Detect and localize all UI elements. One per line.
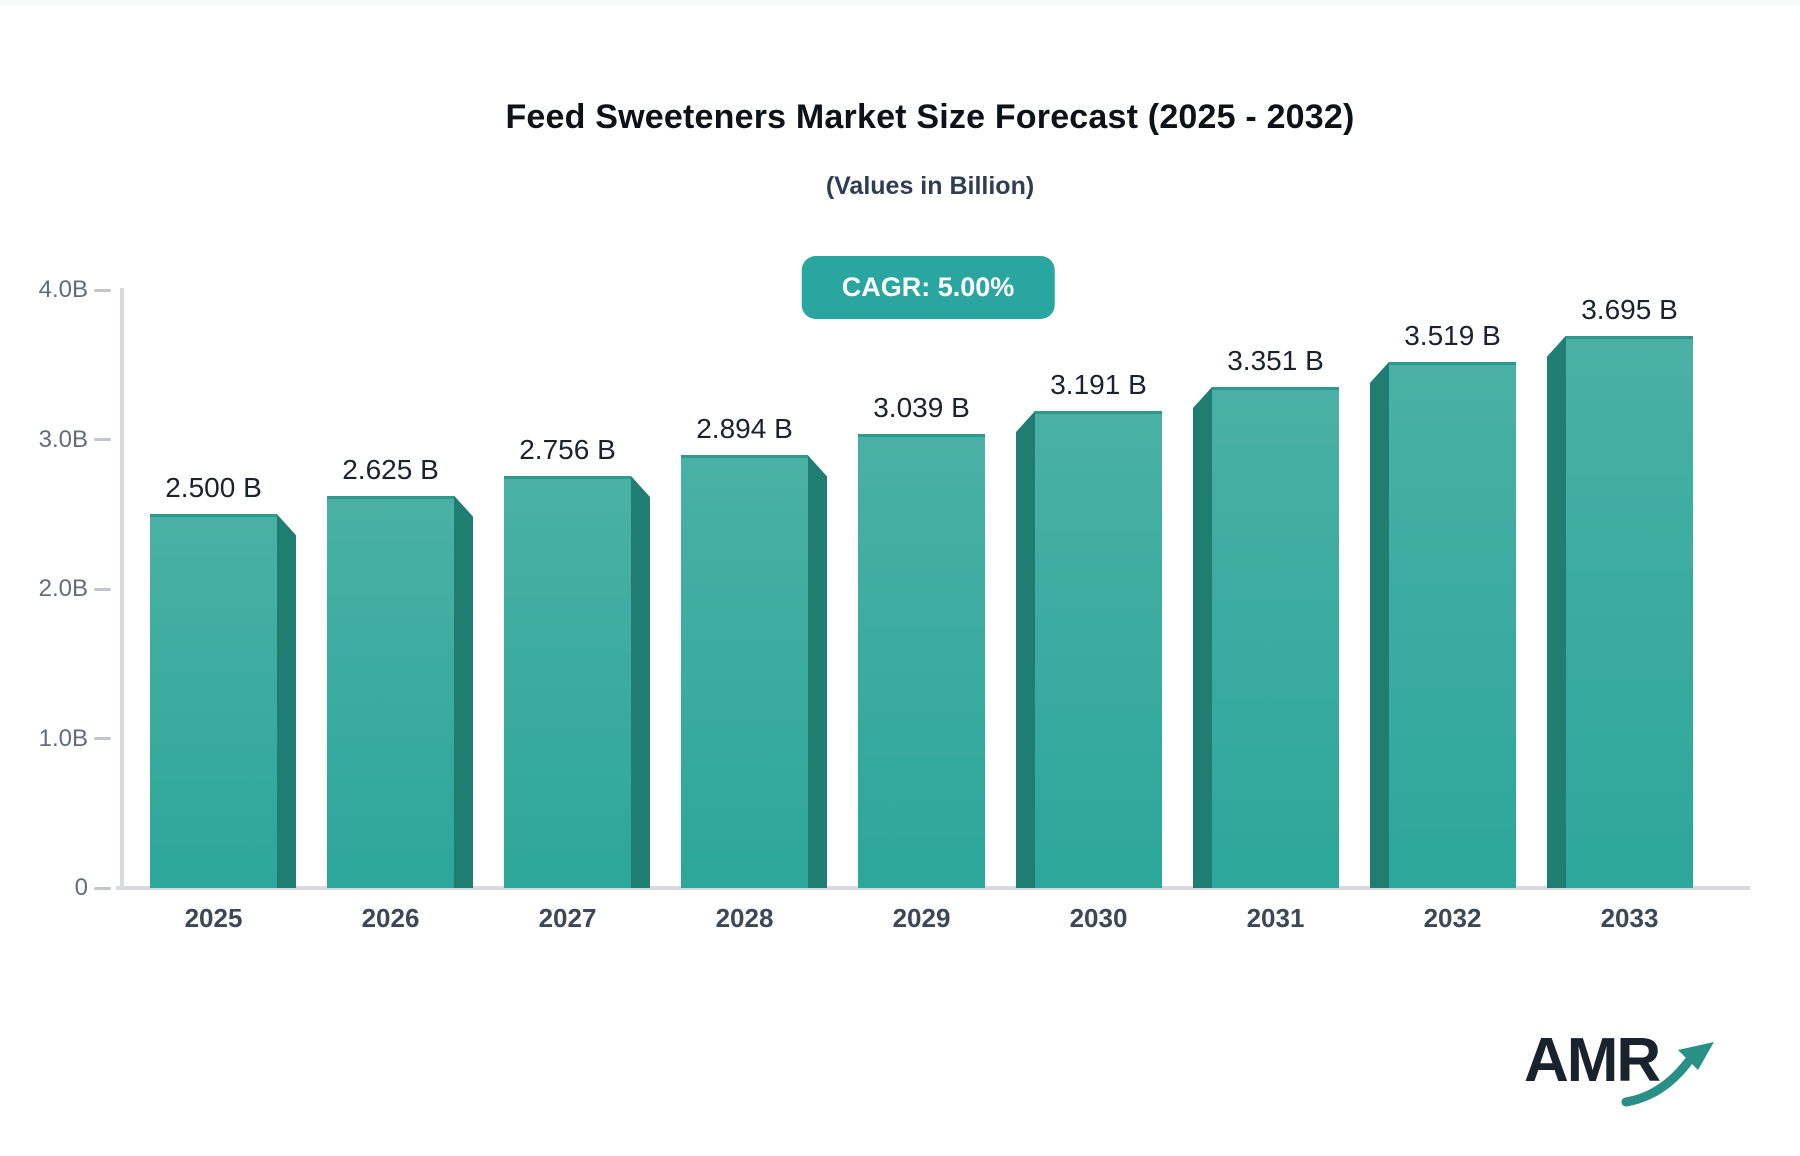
bar-value-label: 3.519 B (1404, 319, 1501, 351)
bar-side-face (1547, 335, 1566, 888)
x-axis-label: 2033 (1600, 903, 1659, 933)
y-axis-tick (94, 288, 111, 292)
y-axis-tick (94, 886, 111, 890)
y-axis-tick (94, 438, 111, 441)
y-axis-tick (94, 737, 111, 740)
bar-side-face (1016, 410, 1035, 888)
bar-value-label: 2.500 B (165, 472, 262, 504)
bar-value-label: 2.756 B (519, 433, 616, 465)
bar-2025 (150, 514, 277, 888)
x-axis-label: 2027 (538, 903, 597, 933)
bar-side-face (631, 475, 650, 888)
bar-2027 (504, 475, 631, 888)
bar-value-label: 2.894 B (696, 413, 793, 445)
chart-subtitle: (Values in Billion) (825, 172, 1035, 200)
y-axis-line (120, 288, 124, 890)
amr-logo-arrow-icon (1621, 1042, 1714, 1107)
y-axis-tick-label: 1.0B (38, 724, 88, 752)
y-axis-tick-label: 4.0B (38, 276, 88, 303)
bar-2028 (681, 455, 808, 888)
y-axis-tick (94, 587, 111, 591)
amr-logo: AMR (1524, 1030, 1724, 1120)
y-axis-tick-label: 2.0B (38, 575, 88, 602)
x-axis-label: 2031 (1246, 903, 1305, 933)
bar-2032 (1389, 361, 1516, 888)
bar-value-label: 3.351 B (1227, 345, 1324, 377)
x-axis-label: 2032 (1423, 903, 1482, 933)
chart-title: Feed Sweeteners Market Size Forecast (20… (505, 98, 1355, 136)
bar-side-face (1370, 361, 1389, 888)
x-axis-label: 2030 (1069, 903, 1128, 933)
amr-logo-text: AMR (1524, 1026, 1661, 1095)
bar-2029 (858, 433, 985, 888)
bar-2026 (327, 495, 454, 888)
x-axis-line (116, 886, 1750, 890)
x-axis-label: 2025 (184, 903, 243, 933)
x-axis-label: 2026 (361, 903, 420, 933)
bar-value-label: 3.191 B (1050, 368, 1147, 400)
bar-2030 (1035, 410, 1162, 888)
bar-side-face (277, 514, 296, 888)
bar-2031 (1212, 387, 1339, 888)
y-axis-tick-label: 0 (74, 874, 88, 901)
cagr-badge: CAGR: 5.00% (801, 256, 1055, 319)
bar-value-label: 3.039 B (873, 391, 970, 423)
bar-value-label: 3.695 B (1581, 293, 1678, 325)
y-axis-tick-label: 3.0B (38, 425, 88, 453)
bar-2033 (1566, 335, 1693, 888)
bar-side-face (1193, 387, 1212, 888)
bar-side-face (808, 455, 827, 888)
x-axis-label: 2028 (715, 903, 774, 933)
bar-value-label: 2.625 B (342, 453, 439, 485)
x-axis-label: 2029 (892, 903, 951, 933)
bar-side-face (454, 495, 473, 888)
